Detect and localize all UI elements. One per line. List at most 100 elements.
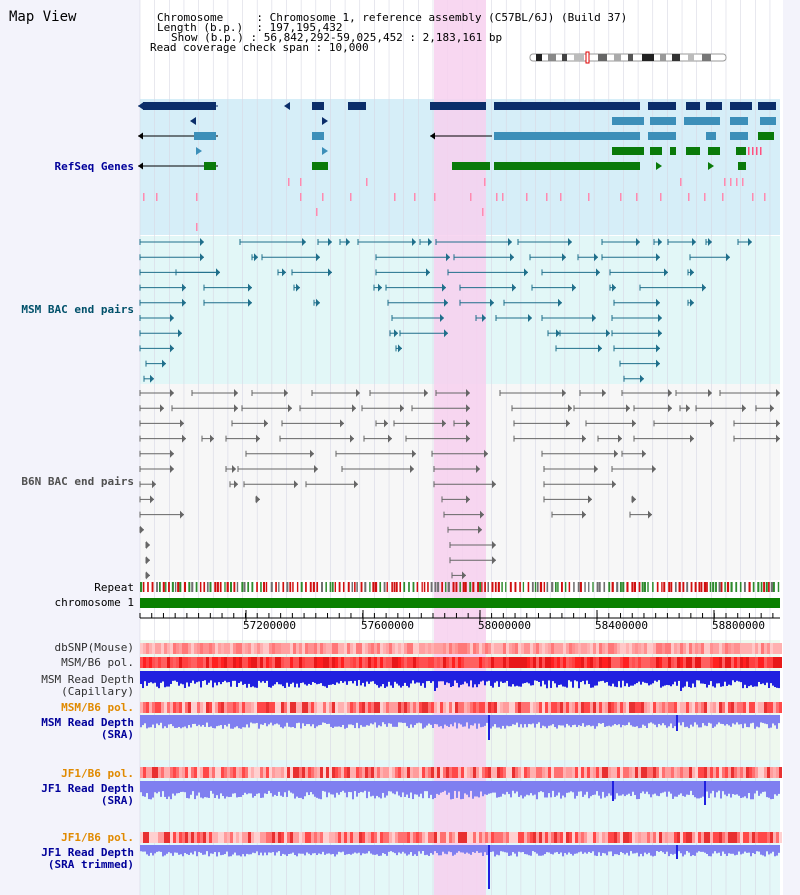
depth-bar xyxy=(370,715,372,724)
label-jf1-b6-pol-1[interactable]: JF1/B6 pol. xyxy=(61,767,134,780)
depth-bar xyxy=(570,715,572,728)
depth-bar xyxy=(724,845,726,854)
depth-bar xyxy=(754,715,756,729)
heat-cell xyxy=(725,702,728,713)
heat-cell xyxy=(506,767,509,778)
depth-bar xyxy=(596,781,598,792)
refseq-genes-track[interactable] xyxy=(138,102,776,231)
axis-tick-label: 58800000 xyxy=(712,619,765,632)
heat-cell xyxy=(341,832,344,843)
depth-bar xyxy=(280,715,282,728)
depth-bar xyxy=(608,845,610,852)
heat-cell xyxy=(533,657,536,668)
depth-bar xyxy=(286,715,288,723)
repeat-mark xyxy=(491,582,494,592)
depth-bar xyxy=(578,845,580,853)
bac-end-marker xyxy=(466,495,470,504)
depth-bar xyxy=(592,781,594,795)
heat-cell xyxy=(467,643,470,654)
repeat-mark xyxy=(748,582,751,592)
depth-bar xyxy=(376,845,378,855)
heat-cell xyxy=(440,832,443,843)
chromosome-ideogram[interactable] xyxy=(529,51,727,64)
depth-bar xyxy=(538,845,540,856)
bac-end-marker xyxy=(182,298,186,307)
selection-highlight[interactable] xyxy=(434,0,486,895)
label-msm-bac[interactable]: MSM BAC end pairs xyxy=(21,303,134,316)
heat-cell xyxy=(527,702,530,713)
b6n-bac-track[interactable] xyxy=(139,389,780,580)
depth-bar xyxy=(710,781,712,794)
heat-cell xyxy=(524,767,527,778)
heat-cell xyxy=(626,702,629,713)
heat-cell xyxy=(326,832,329,843)
depth-bar xyxy=(478,845,480,853)
heat-cell xyxy=(392,643,395,654)
bac-end-marker xyxy=(428,238,432,246)
heat-cell xyxy=(368,767,371,778)
label-jf1-b6-pol-2[interactable]: JF1/B6 pol. xyxy=(61,831,134,844)
label-b6n-bac[interactable]: B6N BAC end pairs xyxy=(21,475,134,488)
label-refseq[interactable]: RefSeq Genes xyxy=(54,160,134,173)
refseq-mark xyxy=(764,193,766,201)
heat-cell xyxy=(257,702,260,713)
heat-cell xyxy=(725,832,728,843)
heat-cell xyxy=(464,702,467,713)
heat-cell xyxy=(683,832,686,843)
depth-bar xyxy=(426,671,428,682)
msm-bac-track[interactable] xyxy=(139,238,752,383)
depth-bar xyxy=(566,781,568,793)
depth-bar xyxy=(730,671,732,686)
label-jf1-depth-sra[interactable]: JF1 Read Depth xyxy=(41,782,134,795)
label-msm-b6-pol-1[interactable]: MSM/B6 pol. xyxy=(61,656,134,669)
depth-bar xyxy=(160,715,162,723)
heat-cell xyxy=(344,643,347,654)
heat-cell xyxy=(641,767,644,778)
depth-bar xyxy=(440,845,442,856)
label-repeat[interactable]: Repeat xyxy=(94,581,134,594)
repeat-track[interactable] xyxy=(140,582,780,592)
heat-cell xyxy=(530,702,533,713)
depth-bar xyxy=(742,845,744,854)
depth-bar xyxy=(494,845,496,857)
depth-bar xyxy=(270,671,272,688)
depth-bar xyxy=(568,715,570,726)
heat-cell xyxy=(674,702,677,713)
depth-bar xyxy=(266,781,268,794)
depth-bar xyxy=(444,845,446,854)
heat-cell xyxy=(236,643,239,654)
bac-end-marker xyxy=(490,298,494,307)
depth-bar xyxy=(282,781,284,797)
depth-bar xyxy=(352,671,354,684)
lower-tracks[interactable] xyxy=(140,643,782,889)
repeat-mark xyxy=(481,582,483,592)
heat-cell xyxy=(698,767,701,778)
heat-cell xyxy=(293,657,296,668)
depth-bar xyxy=(294,845,296,856)
label-chromosome[interactable]: chromosome 1 xyxy=(54,596,134,609)
depth-bar xyxy=(590,671,592,688)
depth-bar xyxy=(630,671,632,686)
repeat-mark xyxy=(712,582,715,592)
depth-bar xyxy=(672,715,674,729)
heat-cell xyxy=(422,702,425,713)
heat-cell xyxy=(209,702,212,713)
bac-end-marker xyxy=(352,404,356,413)
label-jf1-depth-trimmed[interactable]: JF1 Read Depth xyxy=(41,846,134,859)
heat-cell xyxy=(455,767,458,778)
bac-end-marker xyxy=(648,510,652,519)
label-msm-depth-sra[interactable]: MSM Read Depth xyxy=(41,716,134,729)
heat-cell xyxy=(728,832,731,843)
heat-cell xyxy=(452,832,455,843)
heat-cell xyxy=(656,702,659,713)
refseq-mark xyxy=(620,193,622,201)
heat-cell xyxy=(500,702,503,713)
label-msm-depth-capillary[interactable]: MSM Read Depth xyxy=(41,673,134,686)
label-dbsnp[interactable]: dbSNP(Mouse) xyxy=(54,641,134,654)
label-msm-b6-pol-2[interactable]: MSM/B6 pol. xyxy=(61,701,134,714)
heat-cell xyxy=(320,702,323,713)
repeat-mark xyxy=(462,582,465,592)
chromosome-bar[interactable] xyxy=(140,598,780,608)
heat-cell xyxy=(227,657,230,668)
